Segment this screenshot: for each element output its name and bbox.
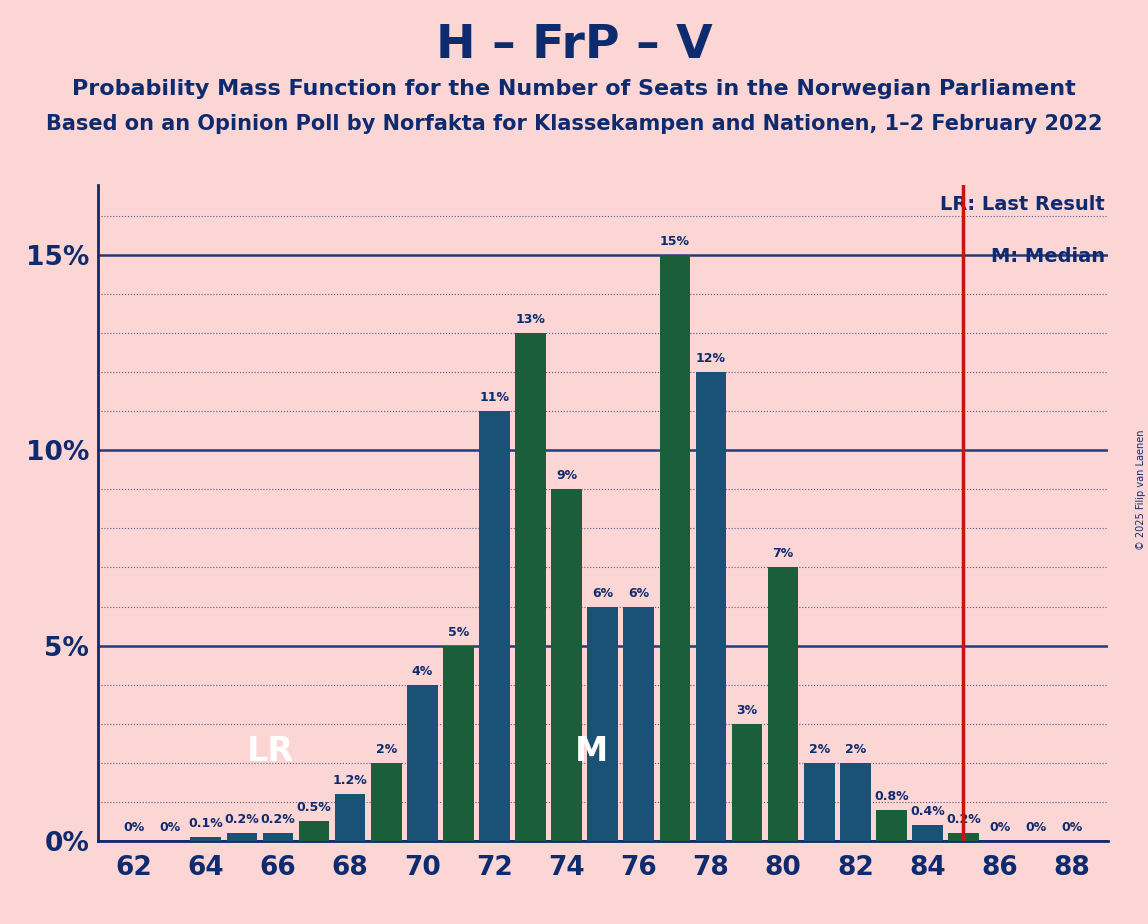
Text: 7%: 7% bbox=[773, 547, 793, 561]
Bar bbox=[335, 794, 365, 841]
Text: 11%: 11% bbox=[480, 391, 510, 405]
Text: © 2025 Filip van Laenen: © 2025 Filip van Laenen bbox=[1135, 430, 1146, 550]
Bar bbox=[226, 833, 257, 841]
Text: 2%: 2% bbox=[845, 743, 866, 756]
Text: 6%: 6% bbox=[628, 587, 650, 600]
Bar bbox=[551, 490, 582, 841]
Bar bbox=[443, 646, 474, 841]
Bar bbox=[263, 833, 294, 841]
Text: 0%: 0% bbox=[988, 821, 1010, 833]
Text: Based on an Opinion Poll by Norfakta for Klassekampen and Nationen, 1–2 February: Based on an Opinion Poll by Norfakta for… bbox=[46, 114, 1102, 134]
Bar bbox=[406, 685, 437, 841]
Text: 13%: 13% bbox=[515, 313, 545, 326]
Bar bbox=[298, 821, 329, 841]
Bar bbox=[659, 255, 690, 841]
Bar bbox=[191, 837, 222, 841]
Bar bbox=[804, 762, 835, 841]
Text: M: M bbox=[575, 735, 608, 768]
Text: 9%: 9% bbox=[556, 469, 577, 482]
Text: 0%: 0% bbox=[160, 821, 180, 833]
Text: M: Median: M: Median bbox=[991, 247, 1104, 266]
Text: 0.2%: 0.2% bbox=[225, 813, 259, 826]
Bar bbox=[768, 567, 799, 841]
Text: 0.1%: 0.1% bbox=[188, 817, 223, 830]
Text: 0.8%: 0.8% bbox=[874, 790, 909, 803]
Text: 4%: 4% bbox=[412, 664, 433, 677]
Text: LR: LR bbox=[247, 735, 294, 768]
Text: LR: Last Result: LR: Last Result bbox=[940, 195, 1104, 213]
Bar bbox=[588, 606, 618, 841]
Text: 6%: 6% bbox=[592, 587, 613, 600]
Text: 0.4%: 0.4% bbox=[910, 805, 945, 818]
Text: H – FrP – V: H – FrP – V bbox=[435, 23, 713, 68]
Text: 0.5%: 0.5% bbox=[296, 801, 332, 814]
Bar bbox=[371, 762, 402, 841]
Text: 0%: 0% bbox=[1061, 821, 1083, 833]
Bar bbox=[912, 825, 943, 841]
Text: 0%: 0% bbox=[1025, 821, 1046, 833]
Text: 0.2%: 0.2% bbox=[946, 813, 980, 826]
Text: 12%: 12% bbox=[696, 352, 726, 365]
Bar bbox=[623, 606, 654, 841]
Bar bbox=[515, 334, 546, 841]
Bar bbox=[876, 809, 907, 841]
Text: 3%: 3% bbox=[737, 704, 758, 717]
Text: 0%: 0% bbox=[123, 821, 145, 833]
Bar bbox=[696, 372, 727, 841]
Bar bbox=[840, 762, 870, 841]
Bar bbox=[479, 411, 510, 841]
Text: 1.2%: 1.2% bbox=[333, 774, 367, 787]
Text: Probability Mass Function for the Number of Seats in the Norwegian Parliament: Probability Mass Function for the Number… bbox=[72, 79, 1076, 99]
Bar bbox=[731, 723, 762, 841]
Bar bbox=[948, 833, 979, 841]
Text: 0.2%: 0.2% bbox=[261, 813, 295, 826]
Text: 15%: 15% bbox=[660, 235, 690, 248]
Text: 2%: 2% bbox=[375, 743, 397, 756]
Text: 2%: 2% bbox=[808, 743, 830, 756]
Text: 5%: 5% bbox=[448, 626, 470, 638]
